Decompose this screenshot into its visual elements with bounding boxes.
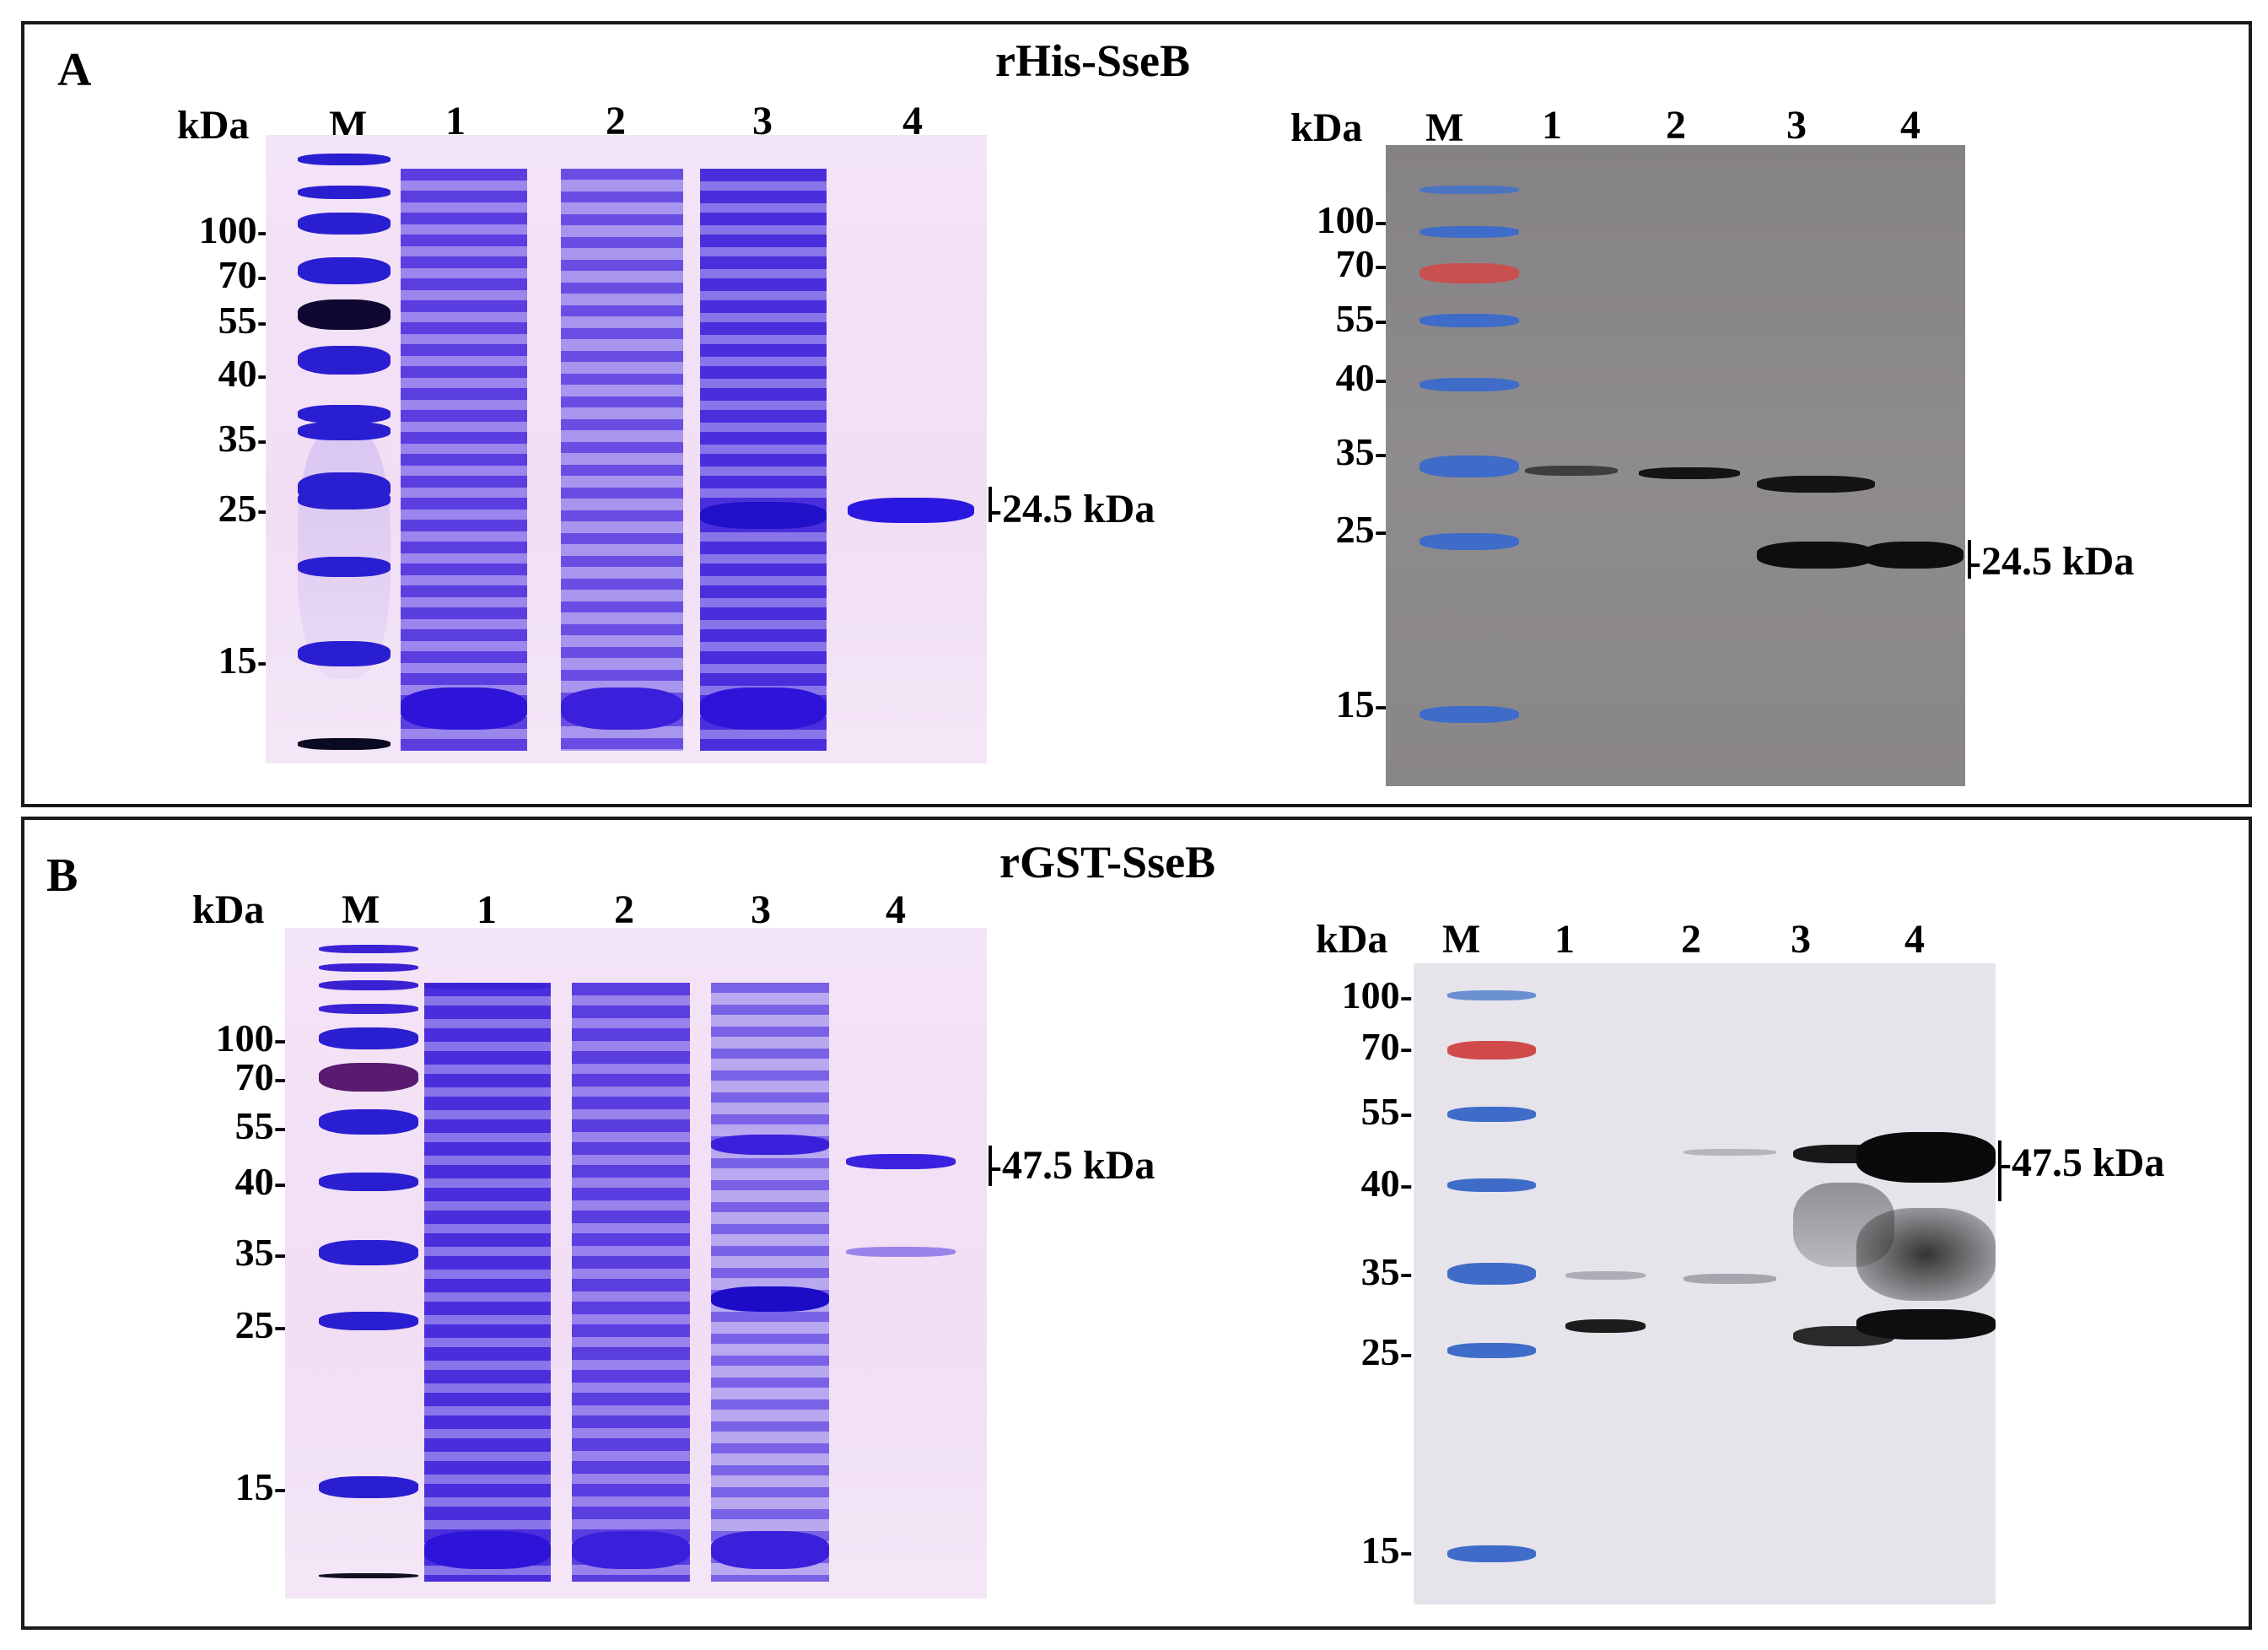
panel-a-letter: A [57, 44, 92, 96]
panel-a-title: rHis-SseB [995, 35, 1191, 86]
b-right-marker-15: 15- [1360, 1529, 1413, 1572]
a-left-lane-2: 2 [606, 99, 626, 143]
a-left-lane-1: 1 [445, 99, 466, 143]
b-right-marker-55: 55- [1360, 1090, 1413, 1133]
a-left-marker-100: 100- [198, 208, 270, 251]
panel-b [21, 817, 2252, 1630]
b-right-lane-2: 2 [1681, 917, 1701, 962]
b-right-marker-70: 70- [1360, 1025, 1413, 1068]
b-left-lane-m: M [342, 887, 380, 932]
a-right-lane-1: 1 [1542, 103, 1562, 148]
a-left-bracket [989, 487, 992, 522]
a-gel-lane-2 [561, 169, 683, 751]
a-left-marker-70: 70- [218, 253, 270, 296]
b-right-marker-25: 25- [1360, 1330, 1413, 1373]
b-blot-lane-1 [1565, 963, 1646, 1604]
b-left-marker-55: 55- [234, 1104, 287, 1147]
b-left-kda-label: kDa [192, 887, 265, 932]
b-left-marker-35: 35- [234, 1231, 287, 1274]
b-left-lane-3: 3 [751, 887, 771, 932]
a-coomassie-gel [266, 135, 987, 763]
a-right-marker-15: 15- [1335, 682, 1387, 725]
b-western-blot [1414, 963, 1996, 1604]
b-blot-lane-2 [1683, 963, 1776, 1604]
b-gel-lane-4 [846, 928, 956, 1599]
b-right-marker-100: 100- [1341, 973, 1413, 1016]
b-coomassie-gel [285, 928, 987, 1599]
b-gel-ladder-lane [319, 928, 418, 1599]
a-left-marker-15: 15- [218, 639, 270, 682]
a-right-annotation: -24.5 kDa [1968, 539, 2135, 584]
a-right-lane-4: 4 [1900, 103, 1921, 148]
a-right-marker-100: 100- [1316, 198, 1387, 241]
b-right-annotation: -47.5 kDa [1998, 1140, 2165, 1185]
b-left-marker-25: 25- [234, 1303, 287, 1346]
a-left-marker-25: 25- [218, 487, 270, 530]
a-right-marker-25: 25- [1335, 508, 1387, 551]
b-left-marker-100: 100- [215, 1016, 287, 1060]
a-left-marker-55: 55- [218, 299, 270, 342]
a-right-marker-70: 70- [1335, 242, 1387, 285]
a-gel-lane-1 [401, 169, 527, 751]
a-western-blot [1386, 145, 1965, 786]
a-left-lane-3: 3 [752, 99, 773, 143]
a-left-kda-label: kDa [177, 103, 250, 148]
a-gel-ladder-lane [298, 135, 391, 763]
a-right-marker-35: 35- [1335, 430, 1387, 473]
panel-b-letter: B [46, 849, 78, 902]
a-right-kda-label: kDa [1290, 105, 1363, 150]
a-right-lane-2: 2 [1666, 103, 1686, 148]
b-gel-lane-3 [711, 983, 829, 1582]
panel-b-title: rGST-SseB [999, 837, 1216, 887]
b-left-lane-2: 2 [614, 887, 634, 932]
b-right-lane-1: 1 [1554, 917, 1575, 962]
a-gel-lane-4 [848, 135, 974, 763]
b-left-marker-15: 15- [234, 1465, 287, 1508]
b-left-marker-40: 40- [234, 1160, 287, 1203]
a-blot-lane-4 [1862, 145, 1964, 786]
a-blot-lane-2 [1639, 145, 1740, 786]
a-right-lane-m: M [1425, 105, 1464, 150]
b-blot-lane-4 [1856, 963, 1996, 1604]
b-gel-lane-1 [424, 983, 551, 1582]
b-right-bracket [1998, 1140, 2001, 1201]
a-right-bracket [1968, 540, 1971, 579]
b-right-kda-label: kDa [1316, 917, 1388, 962]
a-left-annotation: -24.5 kDa [989, 487, 1156, 531]
a-blot-ladder-lane [1420, 145, 1519, 786]
b-right-lane-3: 3 [1791, 917, 1811, 962]
b-right-lane-m: M [1442, 917, 1481, 962]
a-right-marker-40: 40- [1335, 356, 1387, 399]
b-gel-lane-2 [572, 983, 690, 1582]
b-right-marker-40: 40- [1360, 1162, 1413, 1205]
b-left-marker-70: 70- [234, 1055, 287, 1098]
a-left-marker-40: 40- [218, 352, 270, 395]
b-left-lane-4: 4 [886, 887, 906, 932]
a-gel-lane-3 [700, 169, 827, 751]
b-left-bracket [989, 1146, 992, 1186]
a-blot-lane-3 [1757, 145, 1875, 786]
b-left-annotation: -47.5 kDa [989, 1143, 1156, 1188]
a-right-lane-3: 3 [1786, 103, 1807, 148]
a-left-lane-4: 4 [902, 99, 923, 143]
panel-a [21, 21, 2252, 807]
b-right-marker-35: 35- [1360, 1250, 1413, 1293]
b-right-lane-4: 4 [1904, 917, 1925, 962]
a-left-marker-35: 35- [218, 417, 270, 460]
a-right-marker-55: 55- [1335, 297, 1387, 340]
a-blot-lane-1 [1525, 145, 1618, 786]
b-left-lane-1: 1 [477, 887, 497, 932]
b-blot-ladder-lane [1447, 963, 1536, 1604]
